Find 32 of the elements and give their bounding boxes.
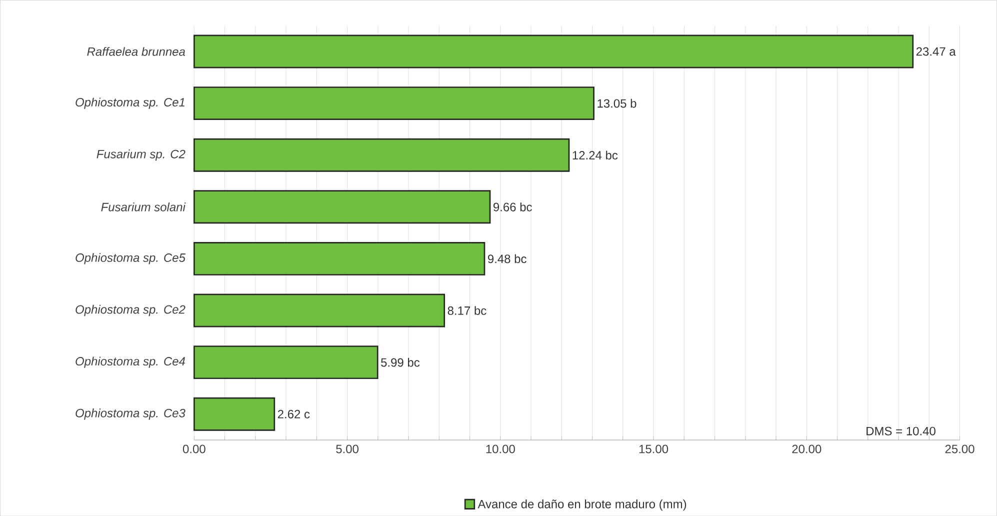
y-tick-label: Ophiostoma sp. Ce3 [76, 408, 186, 420]
y-tick-label: Raffaelea brunnea [87, 46, 186, 56]
data-label: 2.62 c [278, 410, 310, 418]
data-label: 23.47 a [916, 47, 956, 56]
legend-label: Avance de daño en brote maduro (mm) [478, 499, 686, 511]
bar [194, 86, 594, 120]
data-label: 12.24 bc [572, 150, 618, 160]
x-tick-label: 0.00 [182, 444, 206, 454]
x-tick-label: 10.00 [486, 444, 515, 454]
bar [194, 397, 276, 431]
bar [194, 190, 491, 224]
y-tick-label: Fusarium solani [101, 202, 186, 212]
data-label: 8.17 bc [448, 306, 486, 315]
y-tick-label: Ophiostoma sp. Ce1 [76, 98, 184, 109]
bar [194, 34, 914, 68]
bar [194, 294, 446, 328]
x-tick-label: 25.00 [945, 444, 974, 454]
x-tick-label: 15.00 [639, 444, 668, 454]
data-label: 5.99 bc [381, 358, 420, 367]
bar [194, 242, 486, 276]
y-tick-label: Ophiostoma sp. Ce5 [76, 252, 186, 264]
bar [194, 138, 570, 172]
bar [194, 345, 378, 379]
y-tick-label: Fusarium sp. C2 [96, 149, 186, 161]
y-tick-label: Ophiostoma sp. Ce2 [76, 304, 186, 316]
data-label: 9.66 bc [493, 202, 532, 212]
y-tick-label: Ophiostoma sp. Ce4 [76, 356, 186, 368]
x-tick-label: 20.00 [792, 444, 822, 454]
data-label: 9.48 bc [488, 254, 526, 263]
data-label: 13.05 b [598, 98, 636, 108]
x-tick-label: 5.00 [336, 444, 358, 454]
annotation: DMS = 10.40 [866, 426, 936, 436]
